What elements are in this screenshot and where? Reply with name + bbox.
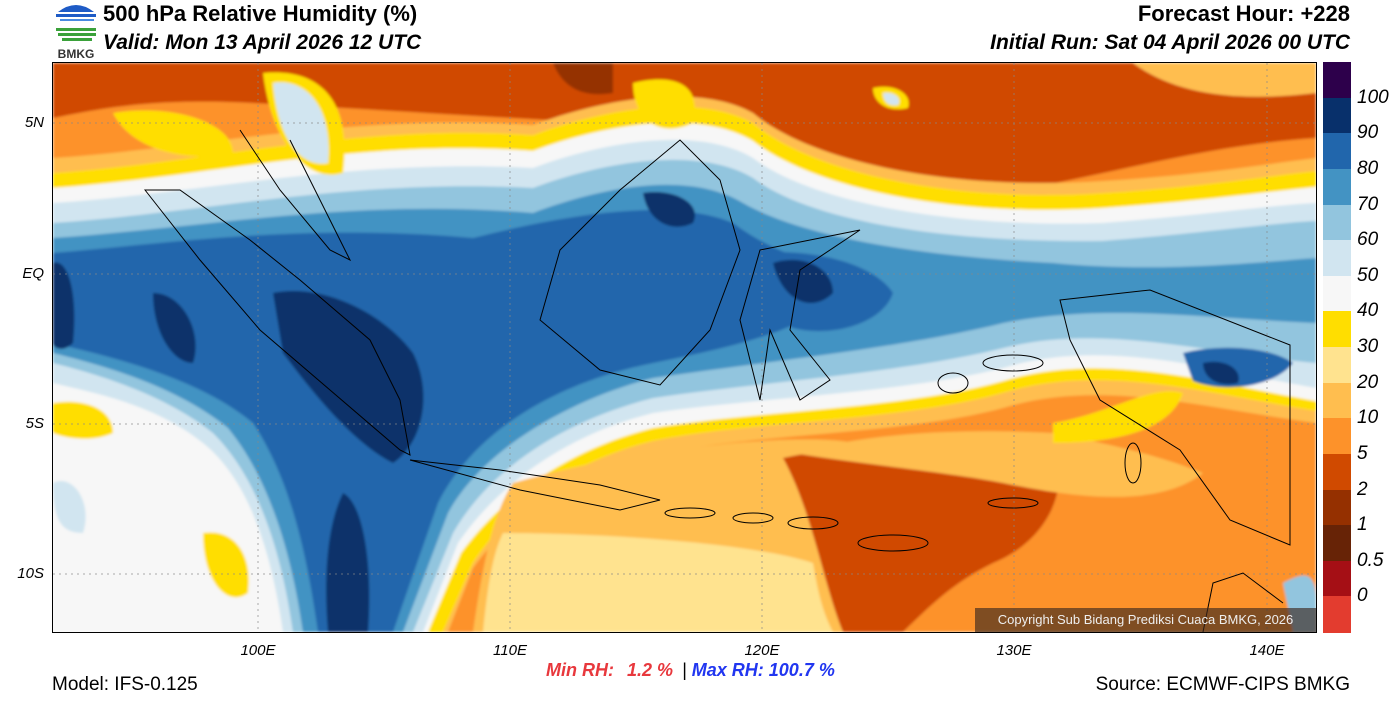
- source-label: Source: ECMWF-CIPS BMKG: [1095, 674, 1350, 695]
- initial-run: Initial Run: Sat 04 April 2026 00 UTC: [990, 31, 1350, 54]
- colorbar-label: 30: [1357, 336, 1379, 357]
- colorbar-label: 100: [1357, 86, 1389, 108]
- valid-time: Valid: Mon 13 April 2026 12 UTC: [103, 31, 422, 54]
- colorbar-swatch: [1323, 382, 1351, 419]
- colorbar-label: 40: [1357, 300, 1379, 322]
- colorbar-swatch: [1323, 347, 1351, 384]
- lon-label-120e: 120E: [744, 642, 780, 659]
- forecast-hour: Forecast Hour: +228: [1137, 1, 1350, 26]
- colorbar-swatch: [1323, 168, 1351, 205]
- min-rh-value: 1.2 %: [627, 660, 674, 680]
- colorbar-swatch: [1323, 62, 1351, 99]
- map-title: 500 hPa Relative Humidity (%): [103, 1, 418, 26]
- min-rh-label: Min RH:: [546, 660, 614, 680]
- bmkg-logo: BMKG: [52, 2, 100, 61]
- colorbar-label: 50: [1357, 264, 1379, 286]
- malay-peninsula-coast: [239, 129, 352, 262]
- humidity-map: [52, 62, 1317, 633]
- svg-text:BMKG: BMKG: [58, 47, 95, 60]
- colorbar: [1323, 62, 1351, 633]
- lon-label-130e: 130E: [996, 642, 1032, 659]
- colorbar-label: 0.5: [1357, 549, 1384, 571]
- colorbar-swatch: [1323, 97, 1351, 134]
- max-rh-value: 100.7 %: [768, 660, 835, 680]
- colorbar-swatch: [1323, 525, 1351, 562]
- colorbar-swatch: [1323, 275, 1351, 312]
- colorbar-swatch: [1323, 453, 1351, 490]
- colorbar-swatch: [1323, 418, 1351, 455]
- colorbar-label: 20: [1357, 371, 1379, 393]
- coastlines: [143, 129, 1291, 632]
- colorbar-swatch: [1323, 311, 1351, 348]
- lon-label-100e: 100E: [240, 642, 276, 659]
- colorbar-swatch: [1323, 240, 1351, 277]
- humidity-field: [53, 63, 1316, 632]
- lat-label-5s: 5S: [25, 415, 44, 432]
- colorbar-swatch: [1323, 489, 1351, 526]
- colorbar-label: 1: [1357, 514, 1368, 536]
- max-rh-label: Max RH:: [691, 660, 764, 680]
- lon-label-140e: 140E: [1249, 642, 1285, 659]
- lat-label-5n: 5N: [24, 114, 44, 131]
- colorbar-swatch: [1323, 560, 1351, 597]
- colorbar-swatch: [1323, 204, 1351, 241]
- rh-min-max: Min RH: 1.2 % | Max RH: 100.7 %: [546, 660, 835, 681]
- lat-label-10s: 10S: [17, 565, 44, 582]
- colorbar-label: 2: [1357, 478, 1368, 500]
- papua-coast: [1059, 289, 1291, 546]
- gridlines: [53, 63, 1316, 632]
- colorbar-swatch: [1323, 133, 1351, 170]
- copyright-notice: Copyright Sub Bidang Prediksi Cuaca BMKG…: [975, 608, 1316, 632]
- model-label: Model: IFS-0.125: [52, 674, 198, 695]
- colorbar-label: 90: [1357, 122, 1379, 144]
- colorbar-label: 60: [1357, 229, 1379, 251]
- colorbar-label: 70: [1357, 193, 1379, 215]
- java-coast: [409, 459, 661, 511]
- separator: |: [682, 660, 687, 680]
- sulawesi-coast: [739, 229, 861, 401]
- colorbar-label: 10: [1357, 407, 1379, 429]
- lon-label-110e: 110E: [493, 642, 527, 659]
- borneo-coast: [539, 139, 741, 386]
- colorbar-label: 80: [1357, 157, 1379, 179]
- sumatra-coast: [143, 189, 411, 456]
- lat-label-eq: EQ: [22, 265, 44, 282]
- colorbar-swatch: [1323, 596, 1351, 633]
- colorbar-label: 5: [1357, 442, 1368, 464]
- colorbar-label: 0: [1357, 585, 1368, 607]
